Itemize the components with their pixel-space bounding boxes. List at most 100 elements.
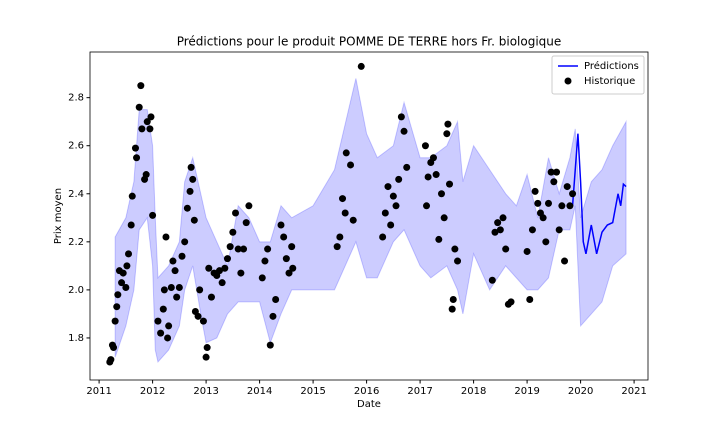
data-point xyxy=(437,190,445,198)
data-point xyxy=(555,226,563,234)
legend-label: Historique xyxy=(584,76,635,87)
data-point xyxy=(384,183,392,191)
data-point xyxy=(389,192,397,200)
data-point xyxy=(261,257,269,265)
data-point xyxy=(240,245,248,253)
data-point xyxy=(569,190,577,198)
x-tick-label: 2021 xyxy=(621,386,646,397)
data-point xyxy=(229,228,237,236)
x-tick-label: 2014 xyxy=(247,386,272,397)
confidence-band xyxy=(114,78,627,364)
data-point xyxy=(392,202,400,210)
x-tick-label: 2017 xyxy=(407,386,432,397)
plot-frame xyxy=(89,51,649,381)
data-point xyxy=(196,286,204,294)
x-tick-label: 2016 xyxy=(354,386,379,397)
data-point xyxy=(223,255,231,263)
data-point xyxy=(488,276,496,284)
y-tick-label: 2.0 xyxy=(68,285,84,296)
data-point xyxy=(122,283,130,291)
x-axis-label: Date xyxy=(357,399,381,410)
data-point xyxy=(128,192,136,200)
data-point xyxy=(159,305,167,313)
data-point xyxy=(181,238,189,246)
data-point xyxy=(553,168,561,176)
data-point xyxy=(539,214,547,222)
data-point xyxy=(432,171,440,179)
data-point xyxy=(531,187,539,195)
data-point xyxy=(347,161,355,169)
data-point xyxy=(444,120,452,128)
data-point xyxy=(164,334,172,342)
data-point xyxy=(448,305,456,313)
data-point xyxy=(285,269,293,277)
data-point xyxy=(194,312,202,320)
data-point xyxy=(277,221,285,229)
data-point xyxy=(142,171,150,179)
data-point xyxy=(160,286,168,294)
legend-label: Prédictions xyxy=(584,60,639,72)
data-point xyxy=(186,187,194,195)
data-point xyxy=(342,149,350,157)
data-point xyxy=(118,279,126,287)
data-point xyxy=(264,245,272,253)
data-point xyxy=(333,243,341,251)
data-point xyxy=(143,118,151,126)
data-point xyxy=(199,317,207,325)
y-tick-label: 2.2 xyxy=(68,237,84,248)
data-point xyxy=(282,255,290,263)
data-point xyxy=(131,144,139,152)
data-point xyxy=(561,257,569,265)
data-point xyxy=(178,252,186,260)
data-point xyxy=(494,219,502,227)
data-point xyxy=(242,219,250,227)
data-point xyxy=(205,264,213,272)
data-point xyxy=(528,226,536,234)
data-point xyxy=(424,173,432,181)
y-tick-label: 2.6 xyxy=(68,141,84,152)
data-point xyxy=(245,202,253,210)
data-point xyxy=(175,283,183,291)
data-point xyxy=(443,130,451,138)
x-tick-label: 2020 xyxy=(568,386,593,397)
data-point xyxy=(496,226,504,234)
data-point xyxy=(544,199,552,207)
data-point xyxy=(558,202,566,210)
prediction-line xyxy=(571,133,627,255)
data-point xyxy=(221,264,229,272)
data-point xyxy=(507,298,515,306)
data-point xyxy=(110,344,118,352)
data-point xyxy=(133,154,141,162)
x-tick-label: 2018 xyxy=(461,386,486,397)
data-point xyxy=(449,296,457,304)
data-point xyxy=(173,293,181,301)
data-point xyxy=(387,221,395,229)
data-point xyxy=(451,245,459,253)
data-point xyxy=(165,322,173,330)
y-axis-label: Prix moyen xyxy=(53,188,64,244)
data-point xyxy=(215,267,223,275)
data-point xyxy=(403,163,411,171)
data-point xyxy=(429,154,437,162)
data-point xyxy=(550,178,558,186)
data-point xyxy=(111,317,119,325)
data-point xyxy=(563,183,571,191)
data-point xyxy=(289,264,297,272)
data-point xyxy=(400,127,408,135)
data-point xyxy=(171,267,179,275)
data-point xyxy=(149,211,157,219)
data-point xyxy=(167,283,175,291)
data-point xyxy=(226,243,234,251)
data-point xyxy=(203,344,211,352)
data-point xyxy=(446,180,454,188)
data-point xyxy=(183,204,191,212)
data-point xyxy=(379,233,387,241)
data-point xyxy=(423,202,431,210)
data-point xyxy=(349,216,357,224)
data-point xyxy=(421,142,429,150)
data-point xyxy=(234,245,242,253)
x-tick-label: 2013 xyxy=(193,386,218,397)
data-point xyxy=(189,175,197,183)
data-point xyxy=(280,233,288,241)
